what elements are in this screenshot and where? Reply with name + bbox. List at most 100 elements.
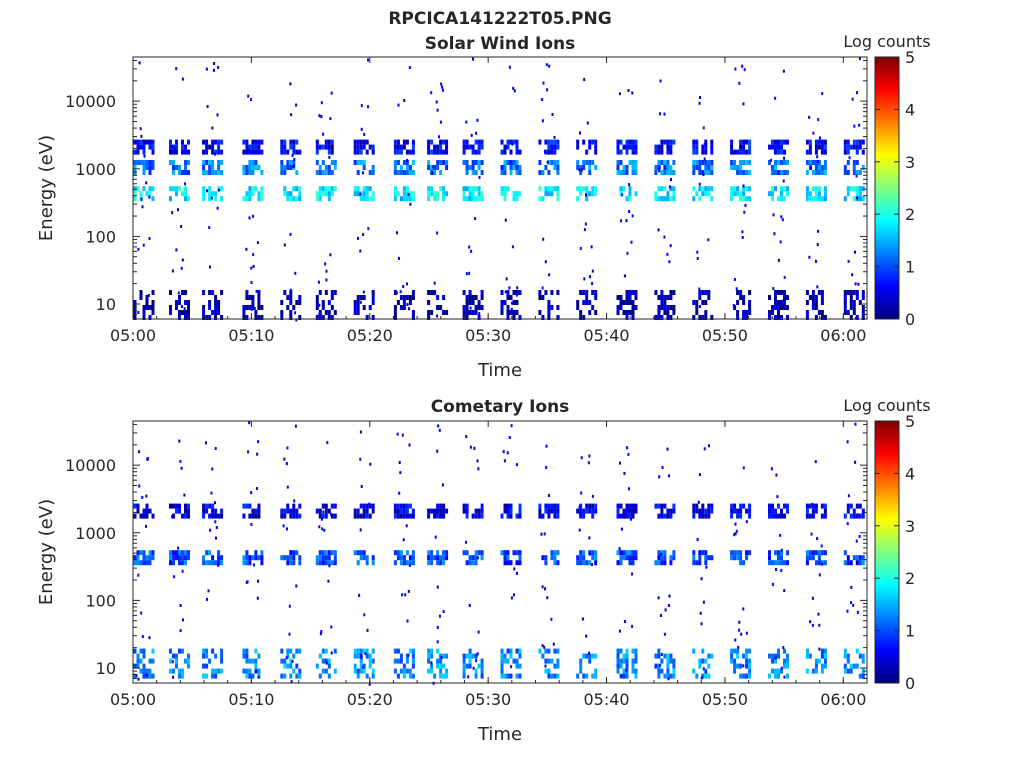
heatmap-cell [477, 315, 481, 320]
heatmap-cell [445, 191, 449, 197]
heatmap-cell [556, 170, 560, 175]
heatmap-cell [353, 149, 357, 155]
heatmap-cell [465, 165, 469, 170]
heatmap-cell [327, 579, 330, 583]
heatmap-cell [692, 560, 696, 566]
heatmap-cell [664, 608, 667, 612]
heatmap-cell [283, 673, 287, 679]
heatmap-cell [634, 149, 638, 155]
heatmap-cell [364, 140, 367, 144]
heatmap-cell [805, 653, 809, 659]
heatmap-cell [283, 663, 287, 669]
heatmap-cell [666, 513, 670, 519]
heatmap-cell [702, 667, 705, 671]
heatmap-cell [538, 508, 542, 514]
heatmap-cell [625, 503, 629, 509]
heatmap-cell [184, 550, 187, 556]
heatmap-cell [818, 623, 821, 627]
heatmap-cell [257, 675, 260, 679]
x-axis-label: Time [477, 360, 522, 381]
heatmap-cell [509, 673, 513, 679]
heatmap-cell [771, 196, 774, 202]
heatmap-cell [541, 555, 545, 561]
heatmap-cell [500, 668, 504, 674]
heatmap-cell [579, 550, 583, 556]
heatmap-cell [251, 170, 255, 175]
heatmap-cell [245, 144, 249, 150]
heatmap-cell [368, 196, 372, 202]
heatmap-cell [315, 555, 319, 561]
heatmap-cell [427, 648, 431, 654]
heatmap-cell [318, 653, 322, 659]
heatmap-cell [149, 166, 152, 170]
heatmap-cell [578, 168, 581, 172]
heatmap-cell [858, 560, 862, 566]
heatmap-cell [393, 668, 397, 674]
heatmap-cell [436, 144, 440, 150]
heatmap-cell [288, 632, 291, 636]
heatmap-cell [436, 196, 440, 202]
heatmap-cell [518, 290, 522, 295]
heatmap-cell [405, 139, 409, 145]
heatmap-cell [205, 508, 209, 514]
heatmap-cell [547, 149, 551, 155]
heatmap-cell [616, 305, 620, 310]
heatmap-cell [172, 170, 175, 175]
heatmap-cell [468, 560, 472, 566]
heatmap-cell [852, 165, 856, 170]
heatmap-cell [182, 618, 184, 622]
heatmap-cell [733, 533, 736, 537]
heatmap-cell [139, 191, 143, 197]
heatmap-cell [286, 196, 290, 202]
heatmap-cell [465, 315, 469, 320]
heatmap-cell [371, 503, 375, 509]
heatmap-cell [625, 139, 629, 145]
heatmap-cell [780, 569, 783, 572]
heatmap-cell [704, 560, 708, 566]
heatmap-cell [634, 668, 638, 674]
heatmap-cell [500, 290, 504, 295]
heatmap-cell [541, 585, 544, 589]
heatmap-cell [396, 432, 399, 436]
heatmap-cell [180, 305, 183, 308]
heatmap-cell [367, 105, 369, 109]
heatmap-cell [211, 560, 215, 566]
heatmap-cell [208, 170, 212, 175]
heatmap-cell [733, 165, 737, 170]
heatmap-cell [774, 300, 777, 305]
heatmap-cell [356, 513, 360, 519]
heatmap-cell [407, 193, 410, 197]
heatmap-cell [441, 483, 444, 487]
heatmap-cell [242, 648, 246, 654]
heatmap-cell [136, 139, 140, 145]
heatmap-cell [362, 665, 365, 669]
heatmap-cell [175, 165, 178, 170]
heatmap-cell [248, 165, 252, 170]
heatmap-cell [465, 560, 469, 566]
heatmap-cell [628, 503, 632, 509]
heatmap-cell [692, 315, 696, 320]
heatmap-cell [739, 290, 743, 295]
heatmap-cell [591, 269, 594, 273]
heatmap-cell [477, 191, 481, 197]
heatmap-cell [477, 663, 481, 669]
heatmap-cell [853, 124, 856, 128]
heatmap-cell [703, 157, 706, 161]
heatmap-cell [669, 290, 673, 295]
heatmap-cell [220, 290, 224, 295]
heatmap-cell [408, 196, 412, 202]
heatmap-cell [579, 131, 581, 135]
heatmap-cell [321, 668, 325, 674]
heatmap-cell [371, 300, 375, 305]
heatmap-cell [217, 563, 220, 567]
heatmap-cell [805, 555, 809, 561]
heatmap-cell [202, 508, 206, 514]
heatmap-cell [178, 668, 181, 674]
heatmap-cell [742, 653, 746, 659]
heatmap-cell [211, 555, 215, 561]
heatmap-cell [439, 555, 443, 561]
heatmap-cell [315, 508, 319, 514]
heatmap-cell [631, 91, 634, 95]
heatmap-cell [298, 560, 302, 566]
